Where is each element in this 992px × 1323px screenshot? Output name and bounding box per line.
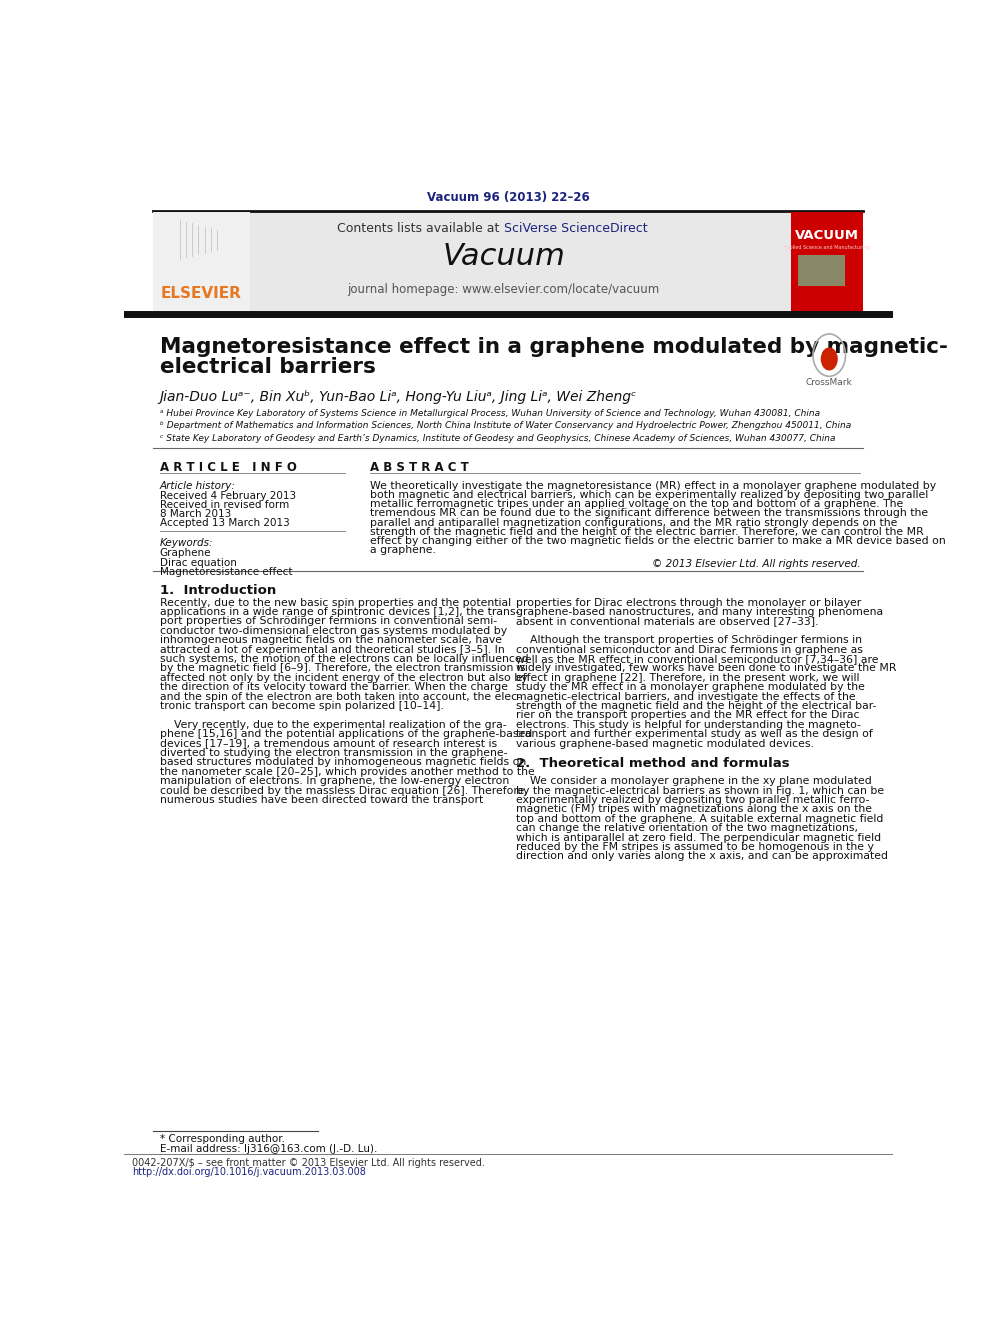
Text: and the spin of the electron are both taken into account, the elec-: and the spin of the electron are both ta… (160, 692, 521, 701)
Text: magnetic (FM) tripes with magnetizations along the x axis on the: magnetic (FM) tripes with magnetizations… (516, 804, 872, 815)
Text: such systems, the motion of the electrons can be locally influenced: such systems, the motion of the electron… (160, 654, 529, 664)
Text: Keywords:: Keywords: (160, 538, 213, 548)
Text: widely investigated, few works have been done to investigate the MR: widely investigated, few works have been… (516, 663, 897, 673)
Text: reduced by the FM stripes is assumed to be homogenous in the y: reduced by the FM stripes is assumed to … (516, 841, 874, 852)
Text: well as the MR effect in conventional semiconductor [7,34–36] are: well as the MR effect in conventional se… (516, 654, 879, 664)
Text: port properties of Schrödinger fermions in conventional semi-: port properties of Schrödinger fermions … (160, 617, 497, 627)
Text: by the magnetic field [6–9]. Therefore, the electron transmission is: by the magnetic field [6–9]. Therefore, … (160, 663, 525, 673)
Ellipse shape (820, 348, 838, 370)
Text: based structures modulated by inhomogeneous magnetic fields on: based structures modulated by inhomogene… (160, 757, 526, 767)
Text: electrons. This study is helpful for understanding the magneto-: electrons. This study is helpful for und… (516, 720, 861, 730)
Text: manipulation of electrons. In graphene, the low-energy electron: manipulation of electrons. In graphene, … (160, 777, 509, 786)
Text: journal homepage: www.elsevier.com/locate/vacuum: journal homepage: www.elsevier.com/locat… (347, 283, 660, 296)
FancyBboxPatch shape (791, 212, 863, 315)
Text: phene [15,16] and the potential applications of the graphene-based: phene [15,16] and the potential applicat… (160, 729, 532, 740)
Text: attracted a lot of experimental and theoretical studies [3–5]. In: attracted a lot of experimental and theo… (160, 644, 504, 655)
Text: experimentally realized by depositing two parallel metallic ferro-: experimentally realized by depositing tw… (516, 795, 870, 804)
Text: 0042-207X/$ – see front matter © 2013 Elsevier Ltd. All rights reserved.: 0042-207X/$ – see front matter © 2013 El… (132, 1158, 485, 1168)
Text: Accepted 13 March 2013: Accepted 13 March 2013 (160, 519, 290, 528)
Text: a graphene.: a graphene. (370, 545, 436, 556)
Text: rier on the transport properties and the MR effect for the Dirac: rier on the transport properties and the… (516, 710, 860, 721)
Text: top and bottom of the graphene. A suitable external magnetic field: top and bottom of the graphene. A suitab… (516, 814, 884, 824)
Text: Recently, due to the new basic spin properties and the potential: Recently, due to the new basic spin prop… (160, 598, 511, 607)
Text: ELSEVIER: ELSEVIER (161, 286, 242, 302)
Text: Received in revised form: Received in revised form (160, 500, 289, 509)
Text: CrossMark: CrossMark (806, 378, 853, 388)
Text: * Corresponding author.: * Corresponding author. (160, 1134, 285, 1144)
Text: inhomogeneous magnetic fields on the nanometer scale, have: inhomogeneous magnetic fields on the nan… (160, 635, 502, 646)
Text: Dirac equation: Dirac equation (160, 557, 236, 568)
Text: ᶜ State Key Laboratory of Geodesy and Earth’s Dynamics, Institute of Geodesy and: ᶜ State Key Laboratory of Geodesy and Ea… (160, 434, 835, 443)
Text: Vacuum 96 (2013) 22–26: Vacuum 96 (2013) 22–26 (427, 191, 590, 204)
Text: could be described by the massless Dirac equation [26]. Therefore,: could be described by the massless Dirac… (160, 786, 528, 795)
Text: which is antiparallel at zero field. The perpendicular magnetic field: which is antiparallel at zero field. The… (516, 832, 881, 843)
Text: Jian-Duo Luᵃ⁻, Bin Xuᵇ, Yun-Bao Liᵃ, Hong-Yu Liuᵃ, Jing Liᵃ, Wei Zhengᶜ: Jian-Duo Luᵃ⁻, Bin Xuᵇ, Yun-Bao Liᵃ, Hon… (160, 390, 637, 404)
Text: Contents lists available at: Contents lists available at (337, 221, 504, 234)
Text: strength of the magnetic field and the height of the electrical bar-: strength of the magnetic field and the h… (516, 701, 877, 710)
Text: properties for Dirac electrons through the monolayer or bilayer: properties for Dirac electrons through t… (516, 598, 861, 607)
Text: 8 March 2013: 8 March 2013 (160, 509, 231, 519)
Text: effect in graphene [22]. Therefore, in the present work, we will: effect in graphene [22]. Therefore, in t… (516, 673, 860, 683)
Text: We theoretically investigate the magnetoresistance (MR) effect in a monolayer gr: We theoretically investigate the magneto… (370, 480, 936, 491)
Text: study the MR effect in a monolayer graphene modulated by the: study the MR effect in a monolayer graph… (516, 683, 865, 692)
Text: Graphene: Graphene (160, 548, 211, 558)
Text: Vacuum: Vacuum (442, 242, 565, 271)
Text: affected not only by the incident energy of the electron but also by: affected not only by the incident energy… (160, 673, 528, 683)
Text: devices [17–19], a tremendous amount of research interest is: devices [17–19], a tremendous amount of … (160, 738, 497, 749)
Text: absent in conventional materials are observed [27–33].: absent in conventional materials are obs… (516, 617, 818, 627)
Text: Magnetoresistance effect: Magnetoresistance effect (160, 566, 293, 577)
Text: direction and only varies along the x axis, and can be approximated: direction and only varies along the x ax… (516, 851, 888, 861)
Text: ᵇ Department of Mathematics and Information Sciences, North China Institute of W: ᵇ Department of Mathematics and Informat… (160, 421, 851, 430)
Text: conductor two-dimensional electron gas systems modulated by: conductor two-dimensional electron gas s… (160, 626, 507, 636)
Text: A B S T R A C T: A B S T R A C T (370, 460, 469, 474)
Text: applications in a wide range of spintronic devices [1,2], the trans-: applications in a wide range of spintron… (160, 607, 519, 617)
Text: metallic ferromagnetic tripes under an applied voltage on the top and bottom of : metallic ferromagnetic tripes under an a… (370, 499, 904, 509)
FancyBboxPatch shape (154, 212, 863, 315)
Text: ᵃ Hubei Province Key Laboratory of Systems Science in Metallurgical Process, Wuh: ᵃ Hubei Province Key Laboratory of Syste… (160, 409, 819, 418)
Text: Magnetoresistance effect in a graphene modulated by magnetic-: Magnetoresistance effect in a graphene m… (160, 337, 947, 357)
Text: numerous studies have been directed toward the transport: numerous studies have been directed towa… (160, 795, 483, 804)
Text: http://dx.doi.org/10.1016/j.vacuum.2013.03.008: http://dx.doi.org/10.1016/j.vacuum.2013.… (132, 1167, 366, 1176)
Text: Article history:: Article history: (160, 480, 235, 491)
Text: by the magnetic-electrical barriers as shown in Fig. 1, which can be: by the magnetic-electrical barriers as s… (516, 786, 884, 795)
Text: SciVerse ScienceDirect: SciVerse ScienceDirect (504, 221, 648, 234)
Text: Very recently, due to the experimental realization of the gra-: Very recently, due to the experimental r… (160, 720, 506, 730)
Text: both magnetic and electrical barriers, which can be experimentally realized by d: both magnetic and electrical barriers, w… (370, 490, 929, 500)
Text: Although the transport properties of Schrödinger fermions in: Although the transport properties of Sch… (516, 635, 862, 646)
Text: 2.  Theoretical method and formulas: 2. Theoretical method and formulas (516, 757, 790, 770)
Text: transport and further experimental study as well as the design of: transport and further experimental study… (516, 729, 873, 740)
Text: 1.  Introduction: 1. Introduction (160, 583, 276, 597)
Text: tremendous MR can be found due to the significant difference between the transmi: tremendous MR can be found due to the si… (370, 508, 929, 519)
Text: We consider a monolayer graphene in the xy plane modulated: We consider a monolayer graphene in the … (516, 777, 872, 786)
Text: graphene-based nanostructures, and many interesting phenomena: graphene-based nanostructures, and many … (516, 607, 883, 617)
Text: electrical barriers: electrical barriers (160, 357, 376, 377)
Text: tronic transport can become spin polarized [10–14].: tronic transport can become spin polariz… (160, 701, 443, 710)
Text: conventional semiconductor and Dirac fermions in graphene as: conventional semiconductor and Dirac fer… (516, 644, 863, 655)
Text: various graphene-based magnetic modulated devices.: various graphene-based magnetic modulate… (516, 738, 814, 749)
Text: VACUUM: VACUUM (795, 229, 859, 242)
FancyBboxPatch shape (799, 255, 845, 286)
Text: A R T I C L E   I N F O: A R T I C L E I N F O (160, 460, 297, 474)
Text: © 2013 Elsevier Ltd. All rights reserved.: © 2013 Elsevier Ltd. All rights reserved… (652, 560, 860, 569)
Text: magnetic-electrical barriers, and investigate the effects of the: magnetic-electrical barriers, and invest… (516, 692, 856, 701)
Text: E-mail address: lj316@163.com (J.-D. Lu).: E-mail address: lj316@163.com (J.-D. Lu)… (160, 1143, 377, 1154)
Text: diverted to studying the electron transmission in the graphene-: diverted to studying the electron transm… (160, 747, 507, 758)
Text: Applied Science and Manufacturing: Applied Science and Manufacturing (784, 245, 870, 250)
FancyBboxPatch shape (154, 212, 250, 315)
Text: effect by changing either of the two magnetic fields or the electric barrier to : effect by changing either of the two mag… (370, 536, 946, 546)
Text: the direction of its velocity toward the barrier. When the charge: the direction of its velocity toward the… (160, 683, 508, 692)
Text: the nanometer scale [20–25], which provides another method to the: the nanometer scale [20–25], which provi… (160, 767, 535, 777)
Text: strength of the magnetic field and the height of the electric barrier. Therefore: strength of the magnetic field and the h… (370, 527, 925, 537)
Text: Received 4 February 2013: Received 4 February 2013 (160, 491, 296, 500)
Text: parallel and antiparallel magnetization configurations, and the MR ratio strongl: parallel and antiparallel magnetization … (370, 517, 898, 528)
Text: can change the relative orientation of the two magnetizations,: can change the relative orientation of t… (516, 823, 858, 833)
